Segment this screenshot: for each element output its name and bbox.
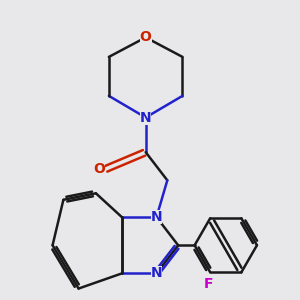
Text: N: N [151, 266, 162, 280]
Text: F: F [203, 278, 213, 291]
Text: N: N [151, 210, 162, 224]
Text: O: O [140, 30, 152, 44]
Text: O: O [93, 162, 105, 176]
Text: N: N [140, 110, 152, 124]
